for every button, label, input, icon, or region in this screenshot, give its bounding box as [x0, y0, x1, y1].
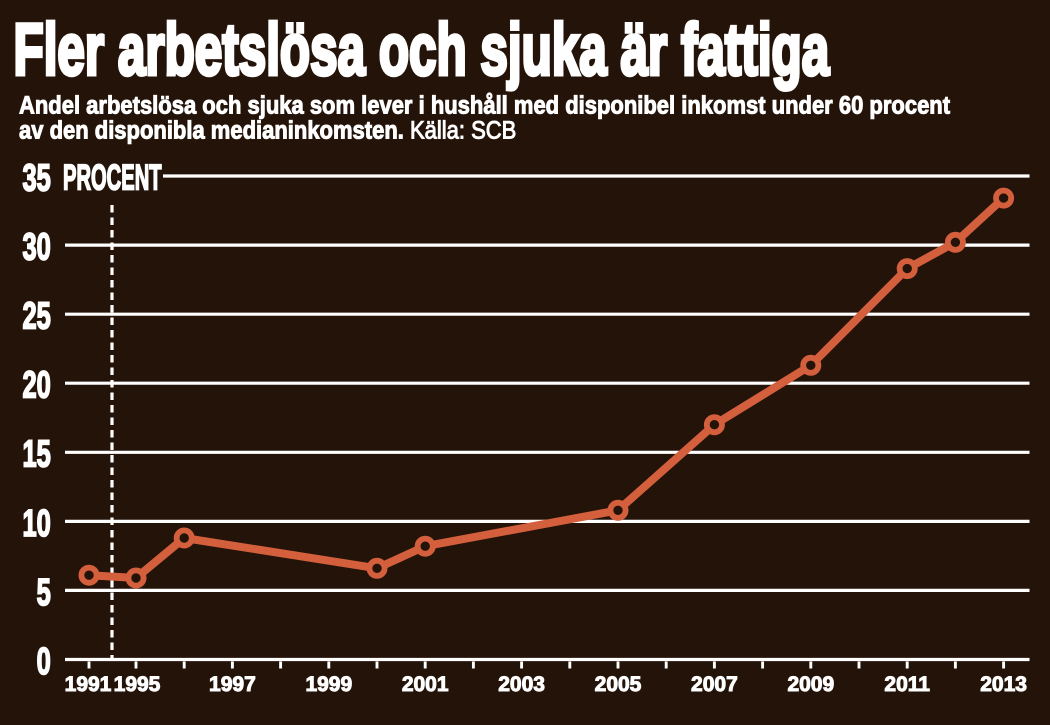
svg-text:30: 30: [22, 227, 50, 269]
svg-text:5: 5: [37, 572, 51, 614]
svg-text:0: 0: [37, 641, 51, 683]
svg-text:1997: 1997: [209, 673, 256, 696]
svg-text:15: 15: [22, 434, 50, 476]
svg-text:1995: 1995: [114, 673, 161, 696]
svg-text:Andel arbetslösa och sjuka som: Andel arbetslösa och sjuka som lever i h…: [19, 92, 951, 120]
svg-text:2005: 2005: [595, 673, 642, 696]
svg-text:2003: 2003: [498, 673, 545, 696]
svg-text:35: 35: [22, 157, 50, 199]
svg-text:25: 25: [22, 296, 50, 338]
svg-text:2007: 2007: [691, 673, 738, 696]
svg-text:2001: 2001: [402, 673, 449, 696]
svg-text:2013: 2013: [980, 673, 1027, 696]
svg-text:1999: 1999: [305, 673, 352, 696]
svg-text:av den disponibla medianinkoms: av den disponibla medianinkomsten. Källa…: [19, 117, 516, 145]
svg-text:2009: 2009: [787, 673, 834, 696]
svg-text:20: 20: [22, 365, 50, 407]
svg-text:1991: 1991: [65, 673, 112, 696]
svg-text:2011: 2011: [884, 673, 930, 696]
svg-text:10: 10: [22, 503, 50, 545]
svg-text:Fler arbetslösa och sjuka är f: Fler arbetslösa och sjuka är fattiga: [14, 10, 831, 91]
svg-text:PROCENT: PROCENT: [63, 157, 162, 198]
